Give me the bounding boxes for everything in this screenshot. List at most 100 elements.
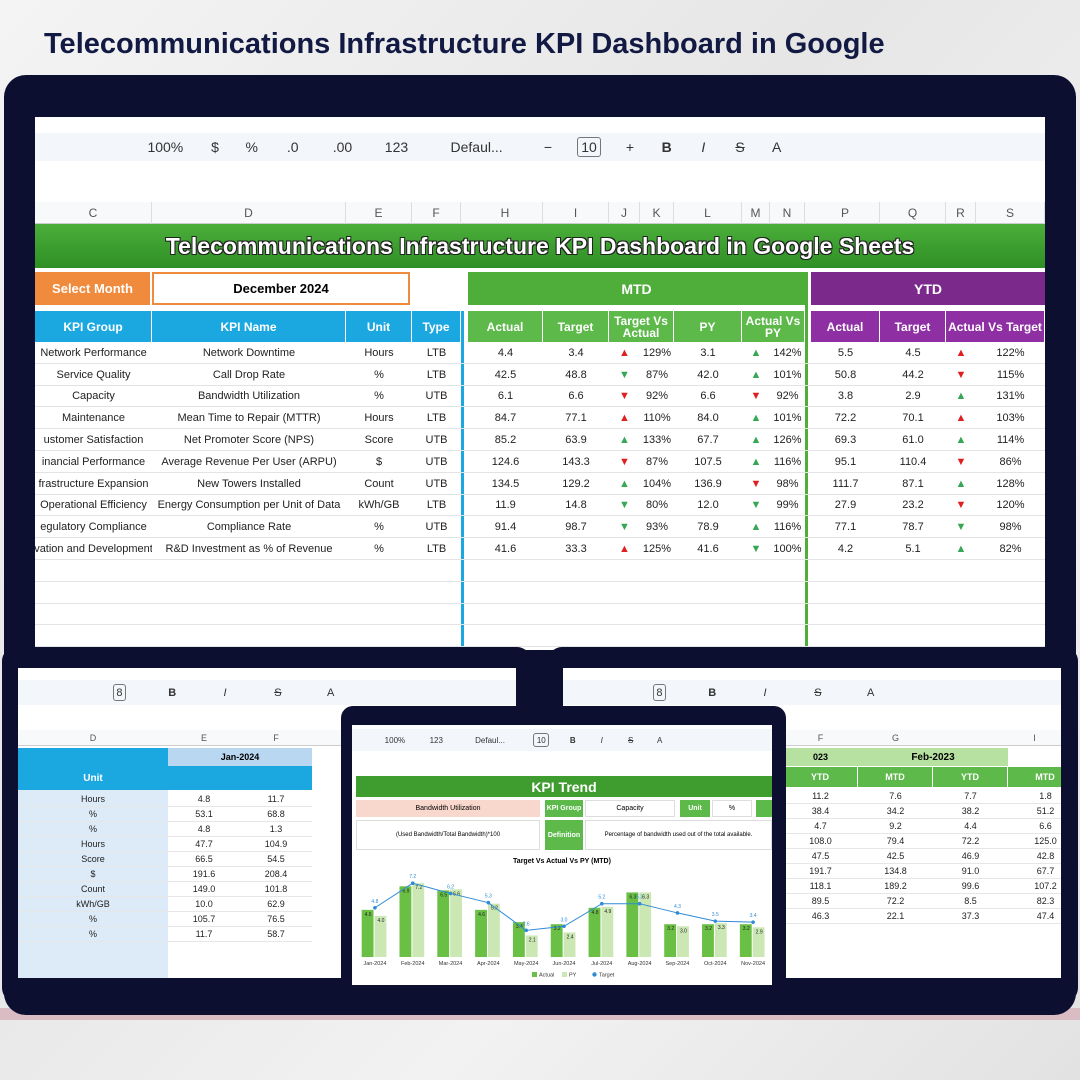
status-arrow: ▼: [619, 455, 630, 468]
cell: Hours: [18, 837, 168, 852]
definition: Percentage of bandwidth used out of the …: [585, 820, 772, 850]
bar: [639, 892, 652, 957]
bar: [626, 892, 639, 957]
data-label: 6.2: [447, 884, 454, 890]
cell: 47.7: [168, 837, 240, 852]
cell: 126%: [773, 434, 802, 447]
cell: 12.0: [697, 499, 719, 512]
status-arrow: ▲: [955, 543, 967, 556]
cell: inancial Performance: [41, 455, 146, 468]
cell: 85.2: [494, 434, 517, 447]
data-label: 4.8: [592, 910, 599, 916]
cell: kWh/GB: [358, 499, 400, 512]
column-letter: K: [640, 202, 674, 224]
toolbar-item: .00: [332, 139, 353, 155]
toolbar-item: B: [168, 686, 177, 699]
toolbar-item: Defaul...: [475, 735, 505, 745]
column-letter: M: [742, 202, 770, 224]
cell: Service Quality: [56, 368, 131, 381]
column-letter: F: [273, 733, 279, 743]
cell: 4.4: [497, 346, 514, 359]
cell: 4.2: [837, 543, 854, 556]
column-letter: J: [609, 202, 640, 224]
toolbar-item: %: [245, 139, 258, 155]
cell: 116%: [773, 521, 802, 534]
status-arrow: ▼: [619, 499, 630, 512]
bar: [588, 907, 601, 957]
status-arrow: ▲: [750, 412, 762, 425]
month-dropdown[interactable]: December 2024: [152, 272, 410, 305]
toolbar-item: S: [735, 139, 745, 155]
toolbar-item: I: [701, 139, 706, 155]
cell: Net Promoter Score (NPS): [183, 434, 315, 447]
status-arrow: ▼: [955, 499, 967, 512]
cell: 66.5: [168, 852, 240, 867]
header-cell: YTD: [933, 767, 1007, 787]
bar: [702, 924, 714, 957]
status-arrow: ▲: [750, 455, 762, 468]
cell: 11.9: [495, 499, 516, 512]
cell: 191.6: [168, 867, 240, 882]
cell: %: [374, 543, 384, 556]
toolbar-item: A: [772, 139, 782, 155]
cell: 42.5: [494, 368, 517, 381]
cell: 3.1: [700, 346, 716, 359]
status-arrow: ▼: [619, 390, 630, 403]
column-letter: I: [543, 202, 609, 224]
legend-label: Target: [599, 973, 615, 979]
status-arrow: ▲: [619, 346, 630, 359]
x-tick-label: Nov-2024: [741, 961, 765, 967]
header-cell: [18, 748, 168, 766]
month-band: Feb-2023: [858, 748, 1008, 766]
cell: 77.1: [834, 521, 857, 534]
cell: Score: [18, 852, 168, 867]
status-arrow: ▲: [955, 434, 967, 447]
table-header: Unit: [346, 311, 411, 342]
data-label: 7.2: [415, 885, 422, 891]
cell: 5.5: [837, 346, 854, 359]
ytd-band: YTD: [811, 272, 1045, 305]
table-header: Target: [543, 311, 608, 342]
cell: Mean Time to Repair (MTTR): [177, 412, 321, 425]
month-band: Jan-2024: [168, 748, 312, 766]
table-header: KPI Group: [35, 311, 151, 342]
cell: 67.7: [1008, 864, 1061, 879]
column-header-bg: [35, 202, 1045, 224]
status-arrow: ▲: [955, 346, 967, 359]
cell: 101.8: [240, 882, 312, 897]
cell: 92%: [776, 390, 799, 403]
status-arrow: ▼: [619, 368, 630, 381]
cell: 118.1: [783, 879, 858, 894]
cell: 8.5: [933, 894, 1008, 909]
header-cell: MTD: [1008, 767, 1061, 787]
column-letter: D: [152, 202, 346, 224]
cell: LTB: [426, 368, 447, 381]
cell: 84.7: [494, 412, 517, 425]
value: %: [712, 800, 752, 817]
cell: 68.8: [240, 807, 312, 822]
toolbar-item: 123: [429, 735, 443, 745]
toolbar-item: 10: [577, 137, 601, 157]
cell: 108.0: [783, 834, 858, 849]
bar: [512, 922, 525, 957]
cell: %: [18, 912, 168, 927]
kpi-dropdown[interactable]: Bandwidth Utilization: [356, 800, 540, 817]
cell: UTB: [425, 521, 448, 534]
status-arrow: ▲: [619, 543, 630, 556]
cell: 6.6: [1008, 819, 1061, 834]
target-line: [374, 882, 754, 931]
cell: 116%: [773, 455, 802, 468]
grid-row: [35, 538, 1045, 560]
toolbar-item: +: [625, 139, 635, 155]
cell: 133%: [642, 434, 672, 447]
formula: (Used Bandwidth/Total Bandwidth)*100: [356, 820, 540, 850]
data-label: 4.9: [604, 909, 611, 915]
cell: 95.1: [834, 455, 857, 468]
label: Unit: [680, 800, 710, 817]
column-letter: L: [674, 202, 742, 224]
cell: 124.6: [491, 455, 520, 468]
cell: 63.9: [565, 434, 587, 447]
cell: 48.8: [565, 368, 587, 381]
cell: 86%: [999, 455, 1022, 468]
cell: kWh/GB: [18, 897, 168, 912]
